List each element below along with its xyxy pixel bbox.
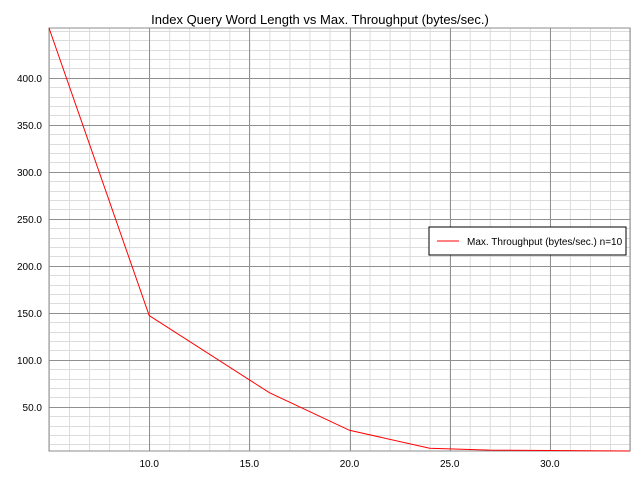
legend-label: Max. Throughput (bytes/sec.) n=10 <box>467 237 623 248</box>
x-tick-label: 15.0 <box>240 459 260 470</box>
y-tick-label: 400.0 <box>17 74 42 85</box>
chart-title: Index Query Word Length vs Max. Throughp… <box>151 12 489 27</box>
series-line <box>48 27 631 452</box>
x-tick-label: 10.0 <box>139 459 159 470</box>
x-tick-label: 30.0 <box>540 459 560 470</box>
y-tick-label: 150.0 <box>17 309 42 320</box>
y-axis-ticks: 50.0 100.0 150.0 200.0 250.0 300.0 350.0 400.0 <box>17 74 42 414</box>
x-tick-label: 20.0 <box>340 459 360 470</box>
legend: Max. Throughput (bytes/sec.) n=10 <box>428 226 627 256</box>
y-tick-label: 100.0 <box>17 356 42 367</box>
x-axis-ticks: 10.0 15.0 20.0 25.0 30.0 <box>139 459 560 470</box>
series-layer <box>48 27 631 452</box>
legend-box <box>428 226 627 256</box>
y-tick-label: 300.0 <box>17 168 42 179</box>
y-tick-label: 50.0 <box>23 403 43 414</box>
y-tick-label: 200.0 <box>17 262 42 273</box>
y-tick-label: 250.0 <box>17 215 42 226</box>
x-tick-label: 25.0 <box>440 459 460 470</box>
y-tick-label: 350.0 <box>17 121 42 132</box>
plot-area <box>48 27 631 452</box>
